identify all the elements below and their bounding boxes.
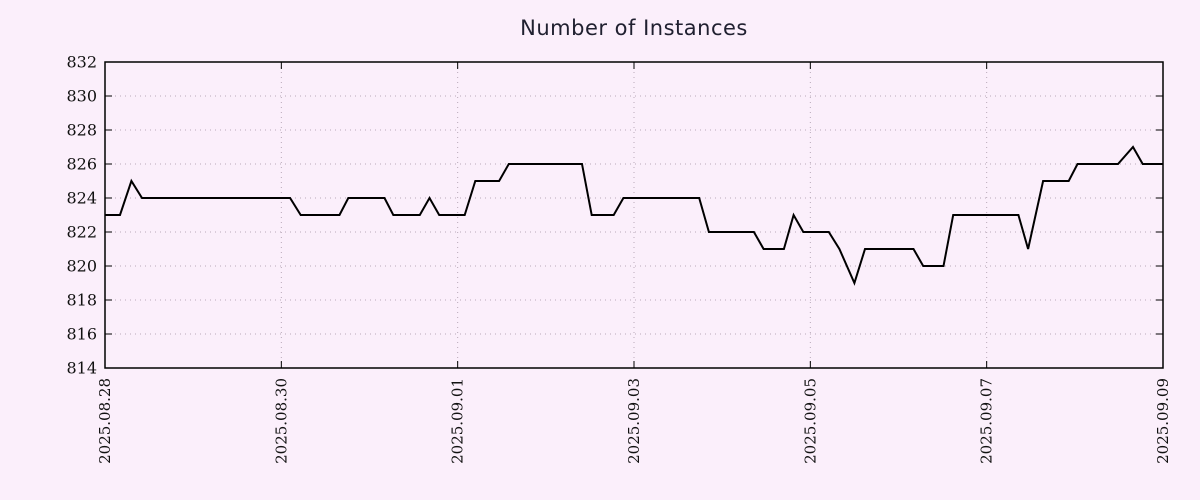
x-tick-labels: 2025.08.28 2025.08.30 2025.09.01 2025.09.03… — [96, 378, 1172, 464]
x-tick-label: 2025.09.07 — [978, 378, 996, 464]
y-tick-label: 830 — [66, 87, 97, 106]
axis-ticks — [104, 61, 1164, 369]
y-tick-label: 816 — [66, 325, 97, 344]
x-tick-label: 2025.09.05 — [801, 378, 819, 464]
y-tick-label: 820 — [66, 257, 97, 276]
x-tick-label: 2025.09.03 — [625, 378, 643, 464]
y-tick-label: 826 — [66, 155, 97, 174]
y-tick-label: 828 — [66, 121, 97, 140]
x-tick-label: 2025.09.01 — [449, 378, 467, 464]
x-tick-label: 2025.09.09 — [1154, 378, 1172, 464]
y-tick-labels: 814 816 818 820 822 824 826 828 830 832 — [66, 53, 97, 378]
chart-title: Number of Instances — [520, 16, 748, 40]
x-tick-label: 2025.08.30 — [272, 378, 290, 464]
y-tick-label: 818 — [66, 291, 97, 310]
y-tick-label: 832 — [66, 53, 97, 72]
y-tick-label: 814 — [66, 359, 97, 378]
x-tick-label: 2025.08.28 — [96, 378, 114, 464]
y-tick-label: 822 — [66, 223, 97, 242]
y-tick-label: 824 — [66, 189, 97, 208]
series-line-instances — [105, 145, 1163, 286]
